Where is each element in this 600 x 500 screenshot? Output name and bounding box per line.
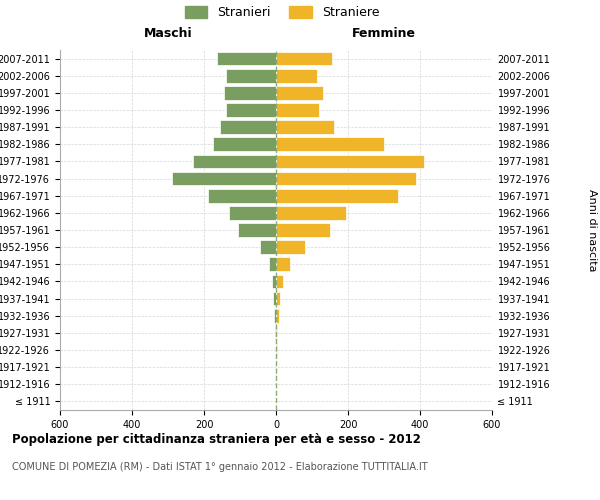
Bar	[276, 52, 332, 66]
Bar	[226, 103, 276, 117]
Bar	[193, 154, 276, 168]
Bar	[276, 240, 305, 254]
Bar	[269, 258, 276, 271]
Bar	[226, 69, 276, 82]
Bar	[224, 86, 276, 100]
Bar	[217, 52, 276, 66]
Bar	[276, 189, 398, 202]
Bar	[260, 240, 276, 254]
Bar	[276, 274, 283, 288]
Bar	[276, 292, 280, 306]
Bar	[272, 274, 276, 288]
Bar	[276, 138, 384, 151]
Bar	[276, 154, 424, 168]
Text: COMUNE DI POMEZIA (RM) - Dati ISTAT 1° gennaio 2012 - Elaborazione TUTTITALIA.IT: COMUNE DI POMEZIA (RM) - Dati ISTAT 1° g…	[12, 462, 428, 472]
Bar	[276, 172, 416, 185]
Bar	[276, 343, 277, 357]
Text: Popolazione per cittadinanza straniera per età e sesso - 2012: Popolazione per cittadinanza straniera p…	[12, 432, 421, 446]
Bar	[276, 223, 330, 237]
Text: Maschi: Maschi	[143, 27, 193, 40]
Bar	[274, 309, 276, 322]
Bar	[276, 86, 323, 100]
Bar	[276, 206, 346, 220]
Bar	[273, 292, 276, 306]
Bar	[275, 326, 276, 340]
Text: Femmine: Femmine	[352, 27, 416, 40]
Text: Anni di nascita: Anni di nascita	[587, 188, 597, 271]
Bar	[229, 206, 276, 220]
Bar	[276, 258, 290, 271]
Bar	[208, 189, 276, 202]
Bar	[276, 120, 334, 134]
Bar	[276, 326, 277, 340]
Bar	[276, 309, 278, 322]
Bar	[238, 223, 276, 237]
Bar	[213, 138, 276, 151]
Legend: Stranieri, Straniere: Stranieri, Straniere	[185, 6, 379, 19]
Bar	[220, 120, 276, 134]
Bar	[276, 69, 317, 82]
Bar	[276, 103, 319, 117]
Bar	[172, 172, 276, 185]
